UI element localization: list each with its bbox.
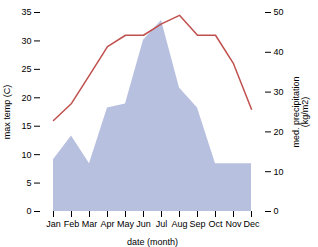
svg-text:med. precipitation(kg/m2): med. precipitation(kg/m2) xyxy=(291,76,310,147)
svg-text:Feb: Feb xyxy=(64,219,80,229)
svg-text:35: 35 xyxy=(21,7,31,17)
svg-text:Sep: Sep xyxy=(189,219,205,229)
svg-text:Apr: Apr xyxy=(100,219,114,229)
svg-text:15: 15 xyxy=(21,121,31,131)
svg-text:40: 40 xyxy=(274,47,284,57)
svg-text:10: 10 xyxy=(21,150,31,160)
svg-text:30: 30 xyxy=(274,87,284,97)
svg-text:Oct: Oct xyxy=(208,219,223,229)
svg-text:20: 20 xyxy=(21,93,31,103)
svg-text:Dec: Dec xyxy=(243,219,260,229)
svg-text:Nov: Nov xyxy=(225,219,242,229)
svg-text:Jun: Jun xyxy=(136,219,151,229)
svg-text:max temp (C): max temp (C) xyxy=(2,85,12,140)
svg-text:0: 0 xyxy=(26,206,31,216)
svg-text:Jan: Jan xyxy=(46,219,61,229)
svg-text:May: May xyxy=(117,219,135,229)
svg-text:date (month): date (month) xyxy=(127,237,178,247)
svg-text:Mar: Mar xyxy=(82,219,98,229)
svg-text:5: 5 xyxy=(26,178,31,188)
svg-text:30: 30 xyxy=(21,36,31,46)
svg-text:10: 10 xyxy=(274,167,284,177)
svg-text:50: 50 xyxy=(274,7,284,17)
svg-text:Jul: Jul xyxy=(156,219,168,229)
svg-text:25: 25 xyxy=(21,64,31,74)
svg-text:20: 20 xyxy=(274,127,284,137)
svg-text:0: 0 xyxy=(274,206,279,216)
svg-text:Aug: Aug xyxy=(171,219,187,229)
